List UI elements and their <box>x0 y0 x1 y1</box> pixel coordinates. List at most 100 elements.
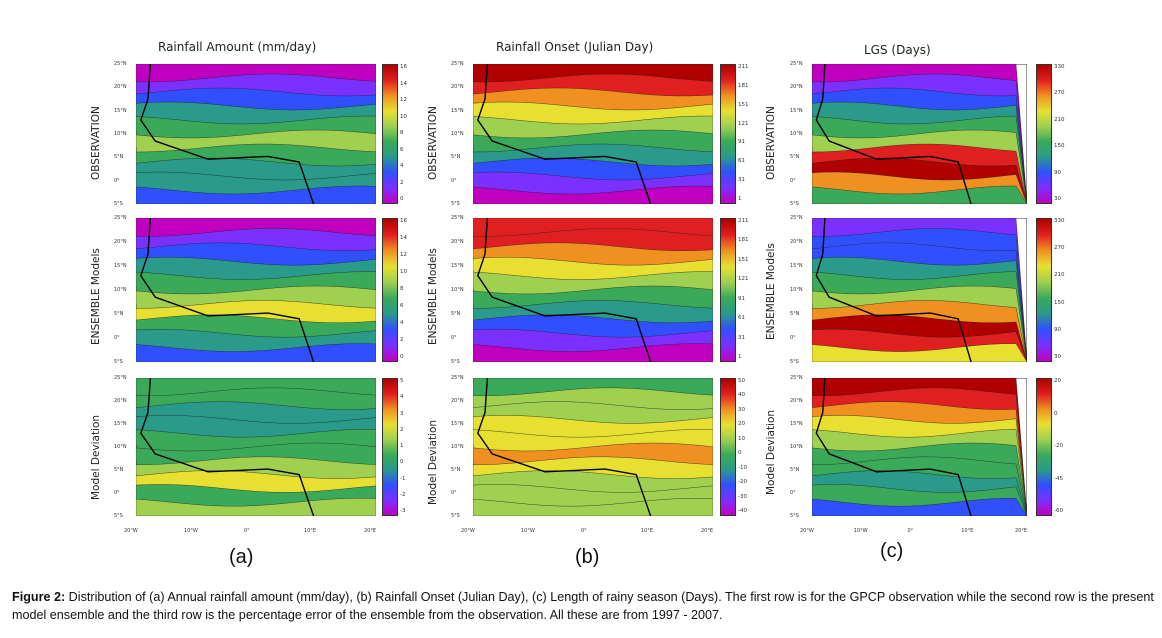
sub-label-b: (b) <box>575 546 600 568</box>
colorbar-tick-label: 330 <box>1054 218 1065 224</box>
colorbar-tick-label: 14 <box>400 235 407 241</box>
lat-tick-label: 20°N <box>790 84 803 91</box>
colorbar-tick-label: 330 <box>1054 64 1065 70</box>
colorbar-tick-label: 16 <box>400 64 407 70</box>
row-label-c-0: OBSERVATION <box>765 106 777 180</box>
colorbar-tick-label: 4 <box>400 163 404 169</box>
contour-map-0-2 <box>136 378 376 516</box>
lat-tick-label: 5°S <box>790 513 799 519</box>
lat-tick-label: 25°N <box>790 375 803 381</box>
colorbar-tick-label: 1 <box>738 196 742 202</box>
contour-band-2-0-9 <box>812 185 1027 204</box>
colorbar-tick-label: 61 <box>738 315 745 322</box>
lat-tick-label: 5°S <box>451 201 460 207</box>
row-label-b-0: OBSERVATION <box>427 106 439 180</box>
colorbar-tick-label: 150 <box>1054 143 1065 150</box>
colorbar-tick-label: 0 <box>738 450 742 457</box>
lon-tick-label: 20°W <box>124 528 138 534</box>
lat-tick-label: 15°N <box>451 107 464 114</box>
lat-tick-label: 5°S <box>114 359 123 365</box>
colorbar-tick-label: -30 <box>738 493 747 500</box>
lon-tick-label: 20°W <box>800 528 814 534</box>
contour-map-2-0 <box>812 64 1027 204</box>
lat-tick-label: 15°N <box>790 263 803 269</box>
lon-tick-label: 0° <box>907 528 914 534</box>
coastline-0-1 <box>140 218 315 362</box>
lat-tick-label: 25°N <box>790 215 803 221</box>
lon-tick-label: 10°W <box>521 528 535 534</box>
lat-tick-label: 20°N <box>790 239 803 245</box>
colorbar-tick-label: 151 <box>738 101 749 108</box>
lat-tick-label: 15°N <box>790 421 803 427</box>
contour-map-1-2 <box>473 378 713 516</box>
colorbar-tick-label: 40 <box>738 392 745 399</box>
colorbar-tick-label: 6 <box>400 303 404 309</box>
colorbar-tick-label: 121 <box>738 120 749 127</box>
contour-map-1-1 <box>473 218 713 362</box>
lat-tick-label: 5°S <box>451 359 460 365</box>
colorbar-tick-label: 211 <box>738 64 749 70</box>
colorbar-tick-label: 2 <box>400 426 404 433</box>
colorbar-tick-label: 20 <box>1054 378 1061 384</box>
lat-tick-label: 25°N <box>790 61 803 67</box>
contour-map-0-0 <box>136 64 376 204</box>
lat-tick-label: 5°N <box>790 311 800 317</box>
colorbar-0-2 <box>382 378 398 516</box>
lat-tick-label: 5°S <box>790 201 799 207</box>
lat-tick-label: 25°N <box>114 215 127 221</box>
colorbar-tick-label: 121 <box>738 276 749 283</box>
coastline-2-1 <box>815 218 972 362</box>
map-panel-1-1 <box>473 218 713 362</box>
lat-tick-label: 5°S <box>114 201 123 207</box>
lat-tick-label: 20°N <box>114 239 127 245</box>
contour-band-0-0-9 <box>136 185 376 204</box>
contour-map-0-1 <box>136 218 376 362</box>
colorbar-tick-label: 90 <box>1054 326 1061 333</box>
lat-tick-label: 0° <box>451 490 457 496</box>
lat-tick-label: 20°N <box>451 84 464 91</box>
contour-band-1-2-9 <box>473 498 713 516</box>
lat-tick-label: 10°N <box>790 131 803 137</box>
row-label-c-1: ENSEMBLE Models <box>765 243 777 340</box>
colorbar-tick-label: 1 <box>738 354 742 360</box>
coastline-1-2 <box>477 378 652 516</box>
lat-tick-label: 15°N <box>790 107 803 114</box>
row-label-a-2: Model Deviation <box>90 414 102 500</box>
lon-tick-label: 20°W <box>461 528 475 534</box>
colorbar-tick-label: 90 <box>1054 169 1061 176</box>
colorbar-2-2 <box>1036 378 1052 516</box>
lat-tick-label: 5°S <box>451 513 460 519</box>
colorbar-tick-label: 4 <box>400 320 404 326</box>
colorbar-1-0 <box>720 64 736 204</box>
column-title-b: Rainfall Onset (Julian Day) <box>496 40 654 54</box>
colorbar-tick-label: 6 <box>400 146 404 153</box>
lat-tick-label: 20°N <box>114 84 127 91</box>
contour-map-1-0 <box>473 64 713 204</box>
lat-tick-label: 20°N <box>451 398 464 404</box>
colorbar-tick-label: 91 <box>738 139 745 146</box>
coastline-2-2 <box>815 378 972 516</box>
colorbar-tick-label: 0 <box>400 354 404 360</box>
colorbar-tick-label: 210 <box>1054 116 1065 123</box>
column-title-a: Rainfall Amount (mm/day) <box>158 40 317 54</box>
sub-label-a: (a) <box>229 546 254 568</box>
lat-tick-label: 10°N <box>114 444 127 450</box>
colorbar-tick-label: -10 <box>738 464 747 471</box>
lat-tick-label: 10°N <box>451 444 464 450</box>
lat-tick-label: 25°N <box>451 375 464 381</box>
coastline-1-1 <box>477 218 652 362</box>
lat-tick-label: 0° <box>790 335 796 341</box>
contour-band-2-2-9 <box>812 498 1027 516</box>
lat-tick-label: 20°N <box>451 239 464 245</box>
colorbar-1-1 <box>720 218 736 362</box>
colorbar-2-0 <box>1036 64 1052 204</box>
colorbar-tick-label: 61 <box>738 158 745 165</box>
colorbar-tick-label: 10 <box>400 113 407 120</box>
coastline-0-0 <box>140 64 315 204</box>
coastline-2-0 <box>815 64 972 204</box>
lon-tick-label: 10°W <box>184 528 198 534</box>
colorbar-tick-label: -40 <box>738 508 747 514</box>
colorbar-tick-label: 5 <box>400 378 404 384</box>
lat-tick-label: 15°N <box>451 263 464 269</box>
lon-tick-label: 10°W <box>853 528 868 534</box>
